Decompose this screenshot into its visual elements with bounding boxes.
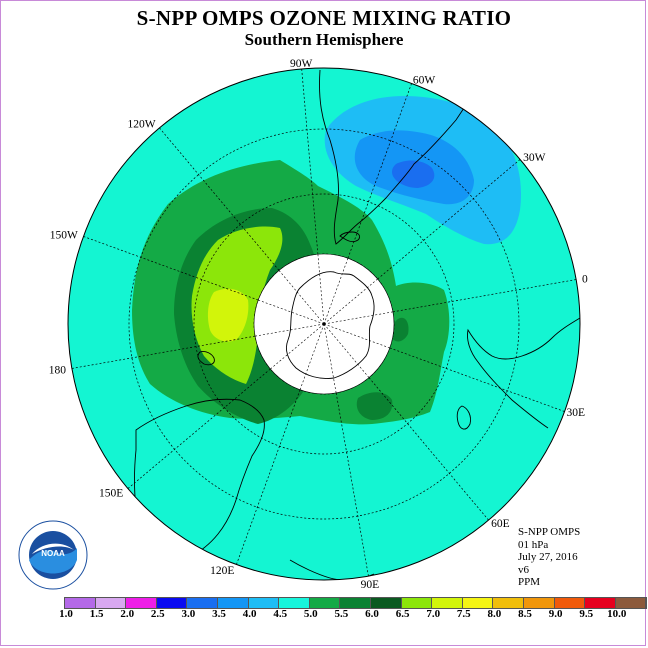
longitude-label: 180 [49, 364, 67, 376]
longitude-label: 150E [99, 487, 123, 499]
meridian-line [83, 236, 259, 301]
antarctica-coast [285, 271, 375, 379]
colorbar-segment [309, 598, 341, 608]
meridian-line [392, 279, 577, 313]
colorbar-label: 6.5 [395, 608, 410, 620]
longitude-label: 90E [361, 579, 380, 591]
colorbar-label: 5.0 [303, 608, 318, 620]
colorbar-segment [370, 598, 402, 608]
colorbar-label: 6.0 [365, 608, 379, 620]
info-level: 01 hPa [518, 538, 549, 551]
longitude-label: 60W [413, 75, 436, 87]
ozone-contour-3-5 [392, 160, 435, 188]
colorbar-segment [615, 598, 647, 608]
longitude-label: 150W [50, 229, 78, 241]
colorbar-segment [462, 598, 494, 608]
colorbar-labels: 1.0 1.5 2.0 2.5 3.0 3.5 4.0 4.5 5.0 5.5 6.0 6.5 7.0 7… [0, 608, 648, 622]
meridian-line [377, 159, 521, 280]
coastlines [134, 69, 580, 580]
colorbar-segment [493, 598, 524, 608]
colorbar-segment [95, 598, 127, 608]
noaa-logo: NOAA [18, 520, 88, 590]
info-version: v6 [518, 563, 529, 576]
colorbar [64, 597, 648, 609]
colorbar-label: 9.0 [548, 608, 563, 620]
meridian-line [159, 127, 280, 271]
meridian-line [301, 68, 319, 255]
meridian-line [335, 392, 369, 577]
info-block: S-NPP OMPS 01 hPa July 27, 2016 v6 PPM [518, 526, 580, 589]
map-title: S-NPP OMPS OZONE MIXING RATIO [136, 6, 512, 30]
map-subtitle: Southern Hemisphere [244, 30, 404, 49]
colorbar-label: 2.0 [120, 608, 135, 620]
colorbar-label: 1.5 [89, 608, 104, 620]
ozone-contour-7-0 [207, 288, 249, 342]
meridian-line [389, 347, 565, 412]
colorbar-segment [401, 598, 433, 608]
meridian-line [347, 83, 412, 259]
colorbar-segment [187, 598, 218, 608]
meridian-line [236, 389, 301, 565]
meridian-lines [71, 68, 577, 577]
colorbar-segment [554, 598, 586, 608]
colorbar-segment [156, 598, 188, 608]
info-date: July 27, 2016 [518, 551, 578, 563]
info-units: PPM [518, 576, 541, 588]
longitude-label: 120W [127, 118, 155, 130]
longitude-label: 120E [210, 565, 234, 577]
colorbar-segment [432, 598, 463, 608]
ozone-contour-6-0-east [391, 317, 409, 342]
madagascar [456, 405, 471, 430]
south-america-coast [319, 69, 485, 245]
new-zealand [197, 351, 215, 366]
colorbar-label: 7.0 [426, 608, 441, 620]
africa-coast [467, 317, 580, 429]
colorbar-segment [248, 598, 280, 608]
info-instrument: S-NPP OMPS [518, 526, 581, 538]
colorbar-label: 9.5 [579, 608, 594, 620]
south-pole-marker [322, 322, 326, 326]
colorbar-label: 7.5 [456, 608, 471, 620]
noaa-logo-text: NOAA [41, 549, 65, 558]
colorbar-label: 4.0 [242, 608, 257, 620]
colorbar-label: 3.5 [212, 608, 226, 620]
colorbar-segment [65, 598, 96, 608]
colorbar-segment [279, 598, 310, 608]
meridian-line [71, 335, 256, 369]
colorbar-label: 8.0 [487, 608, 502, 620]
colorbar-label: 5.5 [334, 608, 349, 620]
colorbar-segment [585, 598, 616, 608]
colorbar-label: 1.0 [59, 608, 73, 620]
longitude-label: 0 [582, 274, 588, 286]
longitude-labels: 90W 60W 30W 0 30E 60E 90E 120E 150E 180 150W 120W [49, 58, 588, 591]
map-disk [68, 68, 580, 580]
ozone-contour-6-0-south [356, 392, 393, 420]
tierra-del-fuego [339, 231, 361, 243]
colorbar-segment [126, 598, 157, 608]
colorbar-label: 3.0 [181, 608, 196, 620]
meridian-line [127, 368, 271, 489]
colorbar-segment [217, 598, 249, 608]
colorbar-segment [523, 598, 555, 608]
longitude-label: 30W [523, 152, 546, 164]
longitude-label: 30E [566, 407, 585, 419]
longitude-label: 90W [290, 58, 313, 70]
colorbar-label: 10.0 [607, 608, 627, 620]
colorbar-label: 2.5 [150, 608, 165, 620]
map-boundary [67, 67, 581, 581]
meridian-line [368, 377, 489, 521]
colorbar-label: 8.5 [518, 608, 532, 620]
colorbar-label: 4.5 [273, 608, 288, 620]
longitude-label: 60E [491, 518, 510, 530]
colorbar-segment [340, 598, 371, 608]
